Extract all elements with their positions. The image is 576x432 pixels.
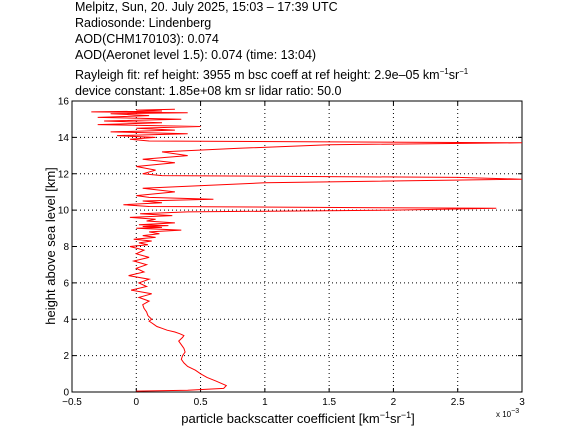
rayleigh-exp-2: −1 — [459, 66, 469, 76]
y-axis-label: height above sea level [km] — [43, 167, 58, 325]
header-location-date: Melpitz, Sun, 20. July 2025, 15:03 – 17:… — [75, 0, 338, 14]
x-tick-label: −0.5 — [62, 397, 82, 408]
x-tick-label: 0 — [134, 397, 140, 408]
rayleigh-sr: sr — [448, 68, 460, 82]
x-tick-label: 1.5 — [322, 397, 336, 408]
header-aod-chm: AOD(CHM170103): 0.074 — [75, 32, 219, 46]
axis-ticks — [71, 100, 523, 393]
x-axis-label: particle backscatter coefficient [km−1sr… — [181, 410, 414, 426]
y-tick-label: 6 — [63, 278, 69, 289]
y-tick-label: 2 — [63, 351, 69, 362]
grid-lines — [72, 101, 522, 392]
x-axis-label-exp2: −1 — [401, 410, 411, 420]
y-tick-label: 12 — [58, 169, 70, 180]
x-tick-label: 3 — [519, 397, 525, 408]
x-axis-label-end: ] — [411, 411, 415, 426]
header-rayleigh-fit: Rayleigh fit: ref height: 3955 m bsc coe… — [75, 66, 469, 83]
x-multiplier-base: x 10 — [496, 410, 512, 419]
x-axis-label-exp1: −1 — [380, 410, 390, 420]
x-tick-labels: −0.5 0 0.5 1 1.5 2 2.5 3 — [62, 397, 525, 408]
y-tick-labels: 0 2 4 6 8 10 12 14 16 — [58, 97, 70, 399]
x-tick-label: 1 — [262, 397, 268, 408]
x-axis-multiplier: x 10−3 — [496, 408, 519, 419]
x-tick-label: 2.5 — [451, 397, 465, 408]
y-tick-label: 8 — [63, 242, 69, 253]
y-tick-label: 16 — [58, 97, 70, 108]
y-tick-label: 4 — [63, 315, 69, 326]
y-tick-label: 10 — [58, 206, 70, 217]
y-tick-label: 14 — [58, 133, 70, 144]
rayleigh-fit-text: Rayleigh fit: ref height: 3955 m bsc coe… — [75, 68, 440, 82]
backscatter-profile-line — [91, 108, 523, 392]
header-device-constant: device constant: 1.85e+08 km sr lidar ra… — [75, 84, 342, 98]
y-tick-label: 0 — [63, 388, 69, 399]
x-multiplier-exp: −3 — [511, 408, 519, 415]
x-axis-label-sr: sr — [390, 411, 402, 426]
x-tick-label: 2 — [391, 397, 397, 408]
header-aod-aeronet: AOD(Aeronet level 1.5): 0.074 (time: 13:… — [75, 48, 317, 62]
x-axis-label-text: particle backscatter coefficient [km — [181, 411, 379, 426]
x-tick-label: 0.5 — [194, 397, 208, 408]
header-radiosonde: Radiosonde: Lindenberg — [75, 16, 212, 30]
rayleigh-exp-1: −1 — [439, 66, 449, 76]
